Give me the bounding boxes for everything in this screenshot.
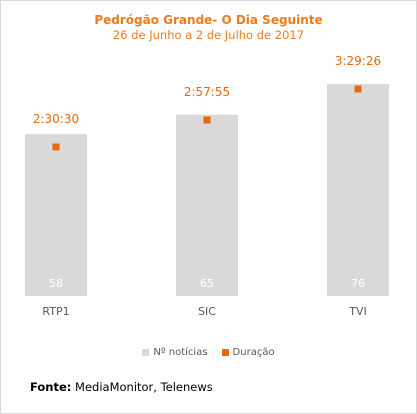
duration-marker-rtp1 [52, 143, 60, 151]
bar-value-label-rtp1: 58 [49, 277, 63, 290]
duration-marker-sic [203, 116, 211, 124]
bar-noticias-tvi [327, 84, 389, 296]
legend-label-noticias: Nº notícias [153, 347, 208, 358]
chart-subtitle: 26 de Junho a 2 de Julho de 2017 [112, 28, 305, 42]
x-tick-label-tvi: TVI [348, 305, 367, 318]
bar-noticias-sic [176, 114, 238, 297]
source-text: MediaMonitor, Telenews [75, 380, 213, 394]
legend-item-noticias: Nº notícias [142, 347, 208, 358]
legend-item-duracao: Duração [221, 347, 275, 358]
bar-value-label-sic: 65 [200, 277, 214, 290]
chart-legend: Nº notícias Duração [0, 347, 417, 358]
legend-swatch-noticias [142, 349, 150, 356]
x-tick-label-rtp1: RTP1 [42, 305, 69, 318]
chart-title: Pedrógão Grande- O Dia Seguinte [94, 13, 323, 27]
duration-marker-tvi [354, 85, 362, 93]
legend-label-duracao: Duração [232, 347, 275, 358]
duration-label-rtp1: 2:30:30 [33, 112, 79, 126]
legend-swatch-duracao [221, 349, 229, 356]
source-label: Fonte: [30, 380, 72, 394]
bar-value-label-tvi: 76 [351, 277, 365, 290]
duration-label-tvi: 3:29:26 [335, 54, 381, 68]
bar-noticias-rtp1 [25, 134, 87, 296]
duration-label-sic: 2:57:55 [184, 85, 230, 99]
x-tick-label-sic: SIC [198, 305, 216, 318]
source-note: Fonte: MediaMonitor, Telenews [30, 380, 213, 394]
